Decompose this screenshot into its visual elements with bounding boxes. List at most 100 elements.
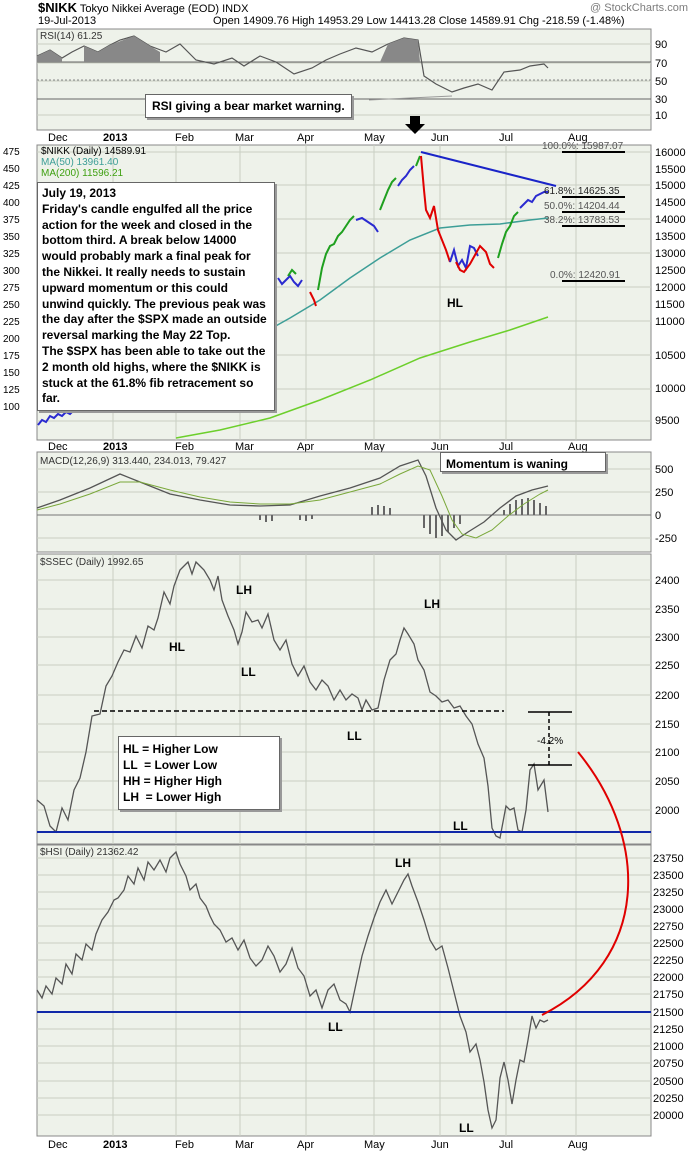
right-tick: 15000 [655, 180, 686, 192]
candle-series-red [455, 244, 495, 274]
candle-series-red [420, 155, 451, 263]
fib-label: 0.0%: 12420.91 [550, 270, 620, 281]
xaxis-label: Mar [235, 132, 254, 144]
hsi-tick: 23000 [653, 904, 684, 916]
legend-item: LH = Lower High [123, 790, 222, 804]
right-tick: 11500 [655, 299, 685, 311]
hsi-title: $HSI (Daily) 21362.42 [40, 847, 139, 858]
pct-change-label: -4.2% [537, 736, 563, 747]
ssec-tick: 2000 [655, 805, 679, 817]
hsi-tick: 20000 [653, 1110, 684, 1122]
hsi-line [36, 850, 549, 1130]
hsi-tick: 23500 [653, 870, 684, 882]
exchange: INDX [222, 3, 249, 15]
fib-label: 50.0%: 14204.44 [544, 201, 620, 212]
hsi-tick: 21000 [653, 1041, 684, 1053]
left-tick: 375 [3, 215, 20, 226]
nikkei-hl-label: HL [447, 296, 463, 310]
macd-histogram [259, 498, 547, 538]
right-tick: 12500 [655, 265, 686, 277]
candle-series-blue [519, 191, 548, 209]
ssec-label: LL [241, 665, 256, 679]
xaxis-label: Mar [235, 1139, 254, 1151]
momentum-annotation: Momentum is waning [440, 452, 606, 472]
xaxis-label: Jun [431, 132, 449, 144]
chart-header: $NIKK Tokyo Nikkei Average (EOD) INDX 19… [38, 0, 688, 27]
nikkei-series-label: $NIKK (Daily) 14589.91 [41, 146, 146, 157]
xaxis-label: Apr [297, 132, 314, 144]
fib-label: 100.0%: 15987.07 [542, 141, 624, 152]
xaxis-label: Aug [568, 132, 588, 144]
ssec-label: HL [169, 640, 185, 654]
xaxis-bottom: Dec 2013 Feb Mar Apr May Jun Jul Aug [48, 1139, 588, 1151]
rsi-annotation: RSI giving a bear market warning. [145, 94, 352, 118]
xaxis-top: Dec 2013 Feb Mar Apr May Jun Jul Aug [48, 132, 588, 144]
right-tick: 10000 [655, 383, 686, 395]
red-curve-connector [541, 751, 630, 1016]
xaxis-label: Mar [235, 441, 254, 453]
hsi-tick: 23250 [653, 887, 684, 899]
xaxis-label: Jun [431, 441, 449, 453]
hsi-tick: 22750 [653, 921, 684, 933]
ssec-tick: 2350 [655, 604, 679, 616]
trend-line [420, 151, 557, 187]
xaxis-label: May [364, 1139, 385, 1151]
left-tick: 175 [3, 351, 20, 362]
price-yaxis-left: 475 450 425 400 375 350 325 300 275 250 … [3, 147, 20, 413]
xaxis-label: Aug [568, 441, 588, 453]
macd-tick: -250 [655, 533, 677, 545]
candle-series-blue [449, 244, 479, 272]
hsi-tick: 20500 [653, 1076, 684, 1088]
hsi-tick: 21750 [653, 989, 684, 1001]
left-tick: 100 [3, 402, 20, 413]
rsi-tick-70: 70 [655, 58, 667, 70]
left-tick: 275 [3, 283, 20, 294]
xaxis-label: Feb [175, 1139, 194, 1151]
right-tick: 16000 [655, 147, 686, 159]
ssec-label: LH [236, 583, 252, 597]
xaxis-label: Apr [297, 1139, 314, 1151]
ssec-tick: 2050 [655, 776, 679, 788]
left-tick: 250 [3, 300, 20, 311]
left-tick: 325 [3, 249, 20, 260]
ssec-tick: 2250 [655, 660, 679, 672]
ssec-tick: 2150 [655, 719, 679, 731]
left-tick: 225 [3, 317, 20, 328]
ssec-title: $SSEC (Daily) 1992.65 [40, 557, 144, 568]
ssec-grid [37, 554, 651, 844]
candle-series-green [415, 155, 421, 167]
macd-tick: 0 [655, 510, 661, 522]
left-tick: 425 [3, 181, 20, 192]
fib-lines [562, 151, 625, 282]
rsi-tick-50: 50 [655, 76, 667, 88]
right-tick: 11000 [655, 316, 685, 328]
chart-date: 19-Jul-2013 [38, 15, 97, 27]
fib-label: 61.8%: 14625.35 [544, 186, 620, 197]
xaxis-label: 2013 [103, 441, 127, 453]
ssec-line [36, 560, 549, 839]
right-tick: 10500 [655, 350, 686, 362]
right-tick: 14500 [655, 197, 686, 209]
hsi-tick: 23750 [653, 853, 684, 865]
xaxis-label: Jul [499, 1139, 513, 1151]
xaxis-label: Apr [297, 441, 314, 453]
left-tick: 300 [3, 266, 20, 277]
rsi-yaxis: 90 70 50 30 10 [655, 39, 667, 122]
left-tick: 125 [3, 385, 20, 396]
hsi-tick: 22500 [653, 938, 684, 950]
down-arrow-icon [405, 116, 425, 134]
wave-legend: HL = Higher Low LL = Lower Low HH = High… [118, 736, 280, 810]
right-tick: 9500 [655, 415, 679, 427]
left-tick: 475 [3, 147, 20, 158]
ssec-label: LL [347, 729, 362, 743]
xaxis-label: Dec [48, 441, 68, 453]
candle-series-green [317, 215, 355, 291]
macd-yaxis: 500 250 0 -250 [655, 464, 677, 545]
hsi-yaxis: 23750 23500 23250 23000 22750 22500 2225… [653, 853, 684, 1122]
left-tick: 400 [3, 198, 20, 209]
symbol: $NIKK [38, 0, 78, 15]
right-tick: 13500 [655, 231, 686, 243]
xaxis-label: Jul [499, 132, 513, 144]
xaxis-label: May [364, 441, 385, 453]
